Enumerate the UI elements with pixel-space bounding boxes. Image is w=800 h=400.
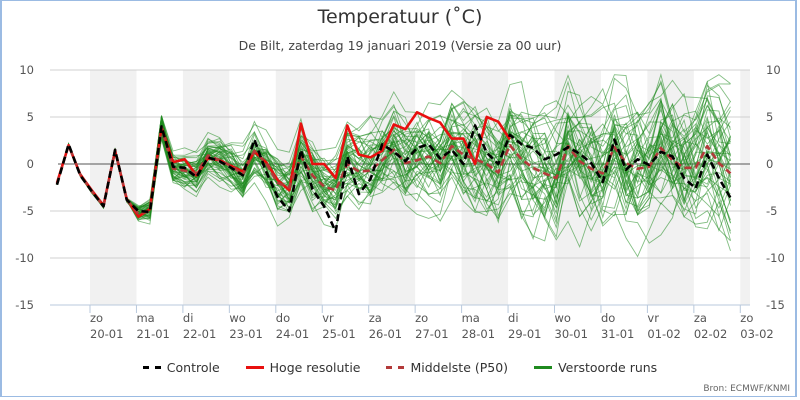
legend-item-verstoorde-runs[interactable]: Verstoorde runs [534, 360, 657, 375]
y-tick-label-right: -15 [766, 298, 785, 312]
x-tick-day: do [276, 311, 290, 325]
ensemble-member-line [56, 100, 731, 213]
x-tick-day: wo [229, 311, 245, 325]
legend-item-hoge-resolutie[interactable]: Hoge resolutie [245, 360, 361, 375]
x-tick-day: di [183, 311, 194, 325]
x-tick-date: 31-01 [601, 327, 634, 341]
legend-label-verstoorde-runs: Verstoorde runs [558, 360, 658, 375]
x-tick-date: 27-01 [415, 327, 448, 341]
x-tick-date: 28-01 [462, 327, 495, 341]
x-tick-date: 24-01 [276, 327, 309, 341]
x-tick-day: zo [415, 311, 428, 325]
day-band [740, 70, 750, 305]
legend-item-middelste[interactable]: Middelste (P50) [386, 360, 508, 375]
source-credit: Bron: ECMWF/KNMI [703, 384, 790, 394]
main-series [55, 111, 732, 233]
y-tick-label-left: -15 [15, 298, 34, 312]
x-axis: zo 20-01 ma 21-01 di 22-01 wo 23-01 do 24-01 vr 25-… [50, 304, 774, 341]
x-tick-day: do [601, 311, 615, 325]
ensemble-member-line [56, 79, 731, 219]
legend-swatch-hoge-resolutie [245, 366, 264, 369]
x-tick-date: 30-01 [555, 327, 588, 341]
x-tick-day: za [694, 311, 707, 325]
x-tick-day: vr [647, 311, 659, 325]
x-tick-date: 22-01 [183, 327, 216, 341]
x-tick-day: vr [322, 311, 334, 325]
x-tick-date: 21-01 [136, 327, 169, 341]
y-tick-label-right: 5 [766, 110, 773, 124]
y-tick-label-left: -10 [15, 251, 34, 265]
chart-subtitle: De Bilt, zaterdag 19 januari 2019 (Versi… [238, 38, 562, 53]
x-tick-day: ma [462, 311, 480, 325]
y-tick-label-right: 10 [766, 63, 781, 77]
legend: Controle Hoge resolutie Middelste (P50) … [0, 360, 800, 375]
x-tick-day: zo [740, 311, 753, 325]
x-tick-date: 03-02 [740, 327, 773, 341]
x-tick-day: di [508, 311, 519, 325]
legend-item-controle[interactable]: Controle [142, 360, 220, 375]
x-tick-date: 23-01 [229, 327, 262, 341]
x-tick-day: zo [90, 311, 103, 325]
x-tick-date: 02-02 [694, 327, 727, 341]
y-tick-label-right: 0 [766, 157, 773, 171]
x-tick-date: 26-01 [369, 327, 402, 341]
legend-swatch-middelste [386, 366, 405, 369]
legend-swatch-verstoorde-runs [534, 366, 553, 369]
day-band [90, 70, 137, 305]
x-tick-date: 20-01 [90, 327, 123, 341]
y-tick-label-right: -5 [766, 204, 777, 218]
legend-label-controle: Controle [166, 360, 220, 375]
y-tick-label-left: -5 [23, 204, 34, 218]
y-tick-label-left: 0 [27, 157, 34, 171]
x-tick-day: ma [136, 311, 154, 325]
legend-swatch-controle [142, 366, 161, 369]
chart-title: Temperatuur (˚C) [317, 6, 483, 28]
y-axis-right: 10 5 0 -5 -10 -15 [766, 63, 785, 312]
x-tick-date: 29-01 [508, 327, 541, 341]
y-tick-label-left: 5 [27, 110, 34, 124]
y-tick-label-left: 10 [19, 63, 34, 77]
x-tick-day: za [369, 311, 382, 325]
y-axis-left: 10 5 0 -5 -10 -15 [15, 63, 34, 312]
x-tick-date: 01-02 [647, 327, 680, 341]
weekend-bands [90, 70, 750, 305]
ensemble-member-line [56, 92, 731, 222]
legend-label-hoge-resolutie: Hoge resolutie [269, 360, 361, 375]
ensemble-member-line [56, 94, 731, 209]
x-tick-day: wo [555, 311, 571, 325]
series-controle [55, 124, 732, 233]
x-tick-date: 25-01 [322, 327, 355, 341]
y-tick-label-right: -10 [766, 251, 785, 265]
legend-label-middelste: Middelste (P50) [410, 360, 509, 375]
gridlines [50, 69, 750, 259]
